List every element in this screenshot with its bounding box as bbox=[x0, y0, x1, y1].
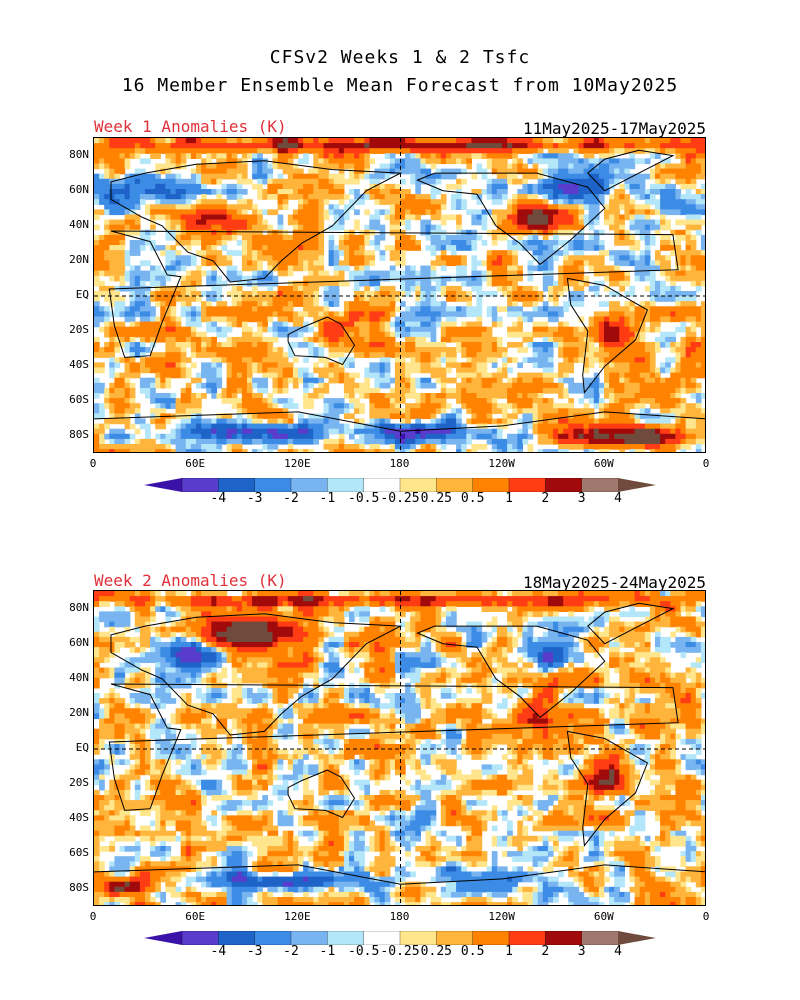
colorbar-segment bbox=[327, 478, 365, 492]
lat-label: 60S bbox=[69, 393, 89, 407]
week2-colorbar bbox=[144, 931, 656, 945]
week1-date-range: 11May2025-17May2025 bbox=[522, 119, 706, 138]
colorbar-label: 0.25 bbox=[420, 944, 452, 959]
colorbar-segment bbox=[254, 931, 292, 945]
lon-label: 60E bbox=[185, 457, 206, 470]
lat-label: 60N bbox=[69, 182, 89, 196]
colorbar-label: 4 bbox=[614, 491, 622, 506]
lon-label: 120E bbox=[284, 910, 311, 923]
lat-label: 40S bbox=[69, 358, 89, 372]
colorbar-segment bbox=[218, 931, 256, 945]
chart-title-line1: CFSv2 Weeks 1 & 2 Tsfc bbox=[269, 47, 531, 68]
lon-label: 0 bbox=[702, 457, 710, 470]
colorbar-segment bbox=[399, 478, 437, 492]
lon-label: 120W bbox=[488, 910, 515, 923]
week1-colorbar bbox=[144, 478, 656, 492]
lat-label: 60S bbox=[69, 846, 89, 860]
colorbar-min-arrow bbox=[144, 931, 182, 945]
colorbar-label: 1 bbox=[505, 491, 513, 506]
week2-panel-label: Week 2 Anomalies (K) bbox=[94, 571, 287, 590]
colorbar-segment bbox=[327, 931, 365, 945]
lon-label: 60E bbox=[185, 910, 206, 923]
colorbar-max-arrow bbox=[618, 931, 656, 945]
chart-title-line2: 16 Member Ensemble Mean Forecast from 10… bbox=[121, 75, 679, 96]
lon-label: 0 bbox=[89, 457, 97, 470]
colorbar-segment bbox=[436, 478, 474, 492]
colorbar-label: 0.5 bbox=[460, 944, 485, 959]
colorbar-label: -3 bbox=[246, 491, 263, 506]
colorbar-label: 3 bbox=[577, 944, 586, 959]
colorbar-segment bbox=[181, 931, 219, 945]
colorbar-segment bbox=[581, 931, 619, 945]
colorbar-segment bbox=[399, 931, 437, 945]
lat-label: 80S bbox=[69, 428, 89, 442]
colorbar-label: 3 bbox=[577, 491, 586, 506]
colorbar-label: 0.5 bbox=[460, 491, 485, 506]
colorbar-label: -1 bbox=[319, 944, 336, 959]
lat-label: 20S bbox=[69, 776, 89, 790]
lat-label: 80N bbox=[69, 147, 89, 161]
colorbar-label: -2 bbox=[283, 944, 299, 959]
lat-label: 40N bbox=[69, 670, 89, 684]
week2-date-range: 18May2025-24May2025 bbox=[522, 573, 706, 592]
colorbar-label: -3 bbox=[246, 944, 263, 959]
colorbar-label: -2 bbox=[283, 491, 299, 506]
colorbar-label: -4 bbox=[210, 491, 227, 506]
week1-anomaly-map bbox=[93, 137, 706, 453]
colorbar-segment bbox=[545, 478, 583, 492]
lat-label: 40N bbox=[69, 217, 89, 231]
colorbar-segment bbox=[290, 931, 328, 945]
colorbar-segment bbox=[218, 478, 256, 492]
lat-label: 80N bbox=[69, 600, 89, 614]
lat-label: 20N bbox=[69, 252, 89, 266]
colorbar-segment bbox=[508, 478, 546, 492]
colorbar-segment bbox=[363, 478, 401, 492]
lat-label: EQ bbox=[75, 288, 89, 301]
colorbar-label: 2 bbox=[541, 944, 550, 959]
colorbar-segment bbox=[181, 478, 219, 492]
lon-label: 180 bbox=[389, 457, 410, 470]
colorbar-segment bbox=[472, 931, 510, 945]
lon-label: 120W bbox=[488, 457, 515, 470]
lon-label: 60W bbox=[593, 457, 614, 470]
lat-label: 20N bbox=[69, 705, 89, 719]
lat-label: 20S bbox=[69, 323, 89, 337]
lon-label: 0 bbox=[702, 910, 710, 923]
week2-anomaly-map bbox=[93, 590, 706, 906]
colorbar-label: -4 bbox=[210, 944, 227, 959]
colorbar-label: 2 bbox=[541, 491, 550, 506]
colorbar-label: 1 bbox=[505, 944, 513, 959]
week1-panel-label: Week 1 Anomalies (K) bbox=[94, 117, 287, 136]
colorbar-segment bbox=[290, 478, 328, 492]
colorbar-segment bbox=[581, 478, 619, 492]
colorbar-label: -0.25 bbox=[380, 944, 420, 959]
colorbar-label: 4 bbox=[614, 944, 622, 959]
colorbar-label: -1 bbox=[319, 491, 336, 506]
colorbar-segment bbox=[545, 931, 583, 945]
colorbar-segment bbox=[436, 931, 474, 945]
colorbar-max-arrow bbox=[618, 478, 656, 492]
colorbar-segment bbox=[472, 478, 510, 492]
colorbar-segment bbox=[363, 931, 401, 945]
lat-label: 80S bbox=[69, 881, 89, 895]
lat-label: 60N bbox=[69, 635, 89, 649]
colorbar-segment bbox=[508, 931, 546, 945]
lon-label: 0 bbox=[89, 910, 97, 923]
lon-label: 60W bbox=[593, 910, 614, 923]
colorbar-segment bbox=[254, 478, 292, 492]
colorbar-min-arrow bbox=[144, 478, 182, 492]
lon-label: 180 bbox=[389, 910, 410, 923]
lat-label: EQ bbox=[75, 741, 89, 754]
colorbar-label: 0.25 bbox=[420, 491, 452, 506]
colorbar-label: -0.5 bbox=[348, 944, 380, 959]
lat-label: 40S bbox=[69, 811, 89, 825]
colorbar-label: -0.5 bbox=[348, 491, 380, 506]
lon-label: 120E bbox=[284, 457, 311, 470]
colorbar-label: -0.25 bbox=[380, 491, 420, 506]
